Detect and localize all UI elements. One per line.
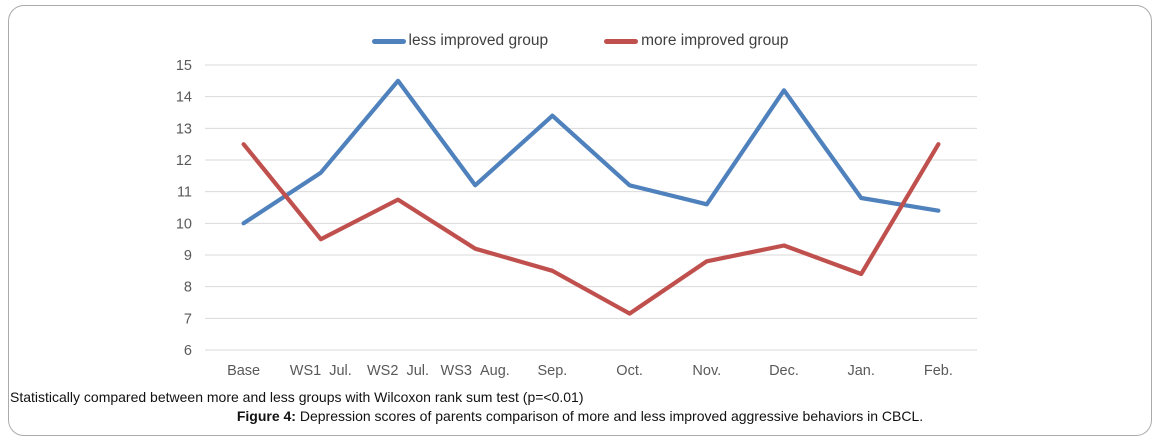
caption-figure-title: Figure 4: Depression scores of parents c…: [10, 408, 1150, 424]
x-axis-tick-label: WS1 Jul.: [290, 363, 352, 379]
y-axis-tick-label: 7: [184, 311, 192, 327]
x-axis-tick-label: Dec.: [769, 363, 799, 379]
x-axis-tick-label: Base: [227, 363, 260, 379]
caption-figure-text: Depression scores of parents comparison …: [295, 408, 924, 424]
x-axis-tick-label: Sep.: [537, 363, 567, 379]
series-line: [241, 142, 941, 316]
x-axis-tick-label: Nov.: [692, 363, 721, 379]
y-axis-tick-label: 10: [176, 216, 192, 232]
y-axis-tick-label: 11: [177, 185, 192, 201]
x-axis-tick-label: WS3 Aug.: [441, 363, 510, 379]
y-axis-tick-label: 8: [184, 280, 192, 296]
y-axis-tick-label: 14: [176, 90, 192, 106]
x-axis-tick-label: Oct.: [616, 363, 643, 379]
legend-line-swatch-red: [604, 38, 639, 44]
legend-line-swatch-blue: [371, 38, 406, 44]
legend-label: less improved group: [408, 32, 549, 49]
y-axis-tick-label: 13: [176, 121, 192, 137]
legend-label: more improved group: [641, 32, 789, 49]
y-axis-tick-label: 9: [184, 248, 192, 264]
legend-item-less-improved: less improved group: [371, 32, 549, 50]
caption-statistics-note: Statistically compared between more and …: [10, 389, 584, 405]
series-line: [241, 78, 941, 226]
y-axis-tick-label: 15: [176, 58, 192, 74]
chart-legend: less improved group more improved group: [0, 31, 1160, 51]
x-axis-tick-label: Jan.: [847, 363, 874, 379]
figure-caption: Statistically compared between more and …: [10, 389, 1150, 424]
figure-frame: [8, 5, 1152, 436]
x-axis-tick-label: Feb.: [924, 363, 953, 379]
caption-figure-number: Figure 4:: [236, 408, 296, 424]
y-axis-tick-label: 12: [176, 153, 192, 169]
legend-item-more-improved: more improved group: [604, 32, 788, 50]
x-axis-tick-label: WS2 Jul.: [367, 363, 429, 379]
y-axis-tick-label: 6: [184, 343, 192, 359]
